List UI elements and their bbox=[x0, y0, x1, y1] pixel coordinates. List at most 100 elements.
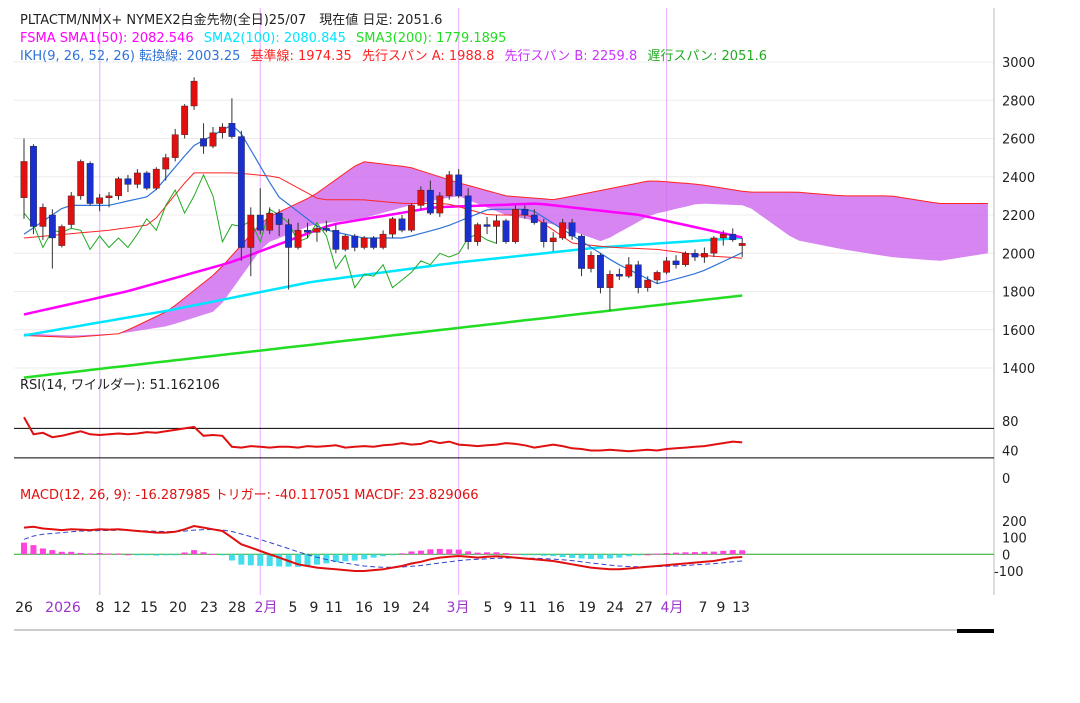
macdf-bar bbox=[540, 554, 547, 556]
macdf-bar bbox=[493, 552, 500, 555]
candle-up bbox=[294, 230, 302, 248]
x-tick-label: 2026 bbox=[45, 600, 81, 616]
x-tick-label: 27 bbox=[635, 600, 653, 616]
macdf-bar bbox=[143, 554, 150, 556]
candle-down bbox=[143, 172, 151, 189]
candle-up bbox=[162, 157, 170, 170]
candle-up bbox=[738, 243, 746, 246]
macdf-bar bbox=[673, 552, 680, 555]
candle-up bbox=[58, 226, 66, 246]
cloud-fill bbox=[24, 161, 988, 338]
candle-up bbox=[313, 228, 321, 233]
candle-up bbox=[710, 237, 718, 254]
x-tick-label: 13 bbox=[732, 600, 750, 616]
price-tick-label: 2200 bbox=[1002, 209, 1035, 224]
macdf-bar bbox=[720, 550, 727, 555]
macdf-bar bbox=[172, 554, 179, 556]
grid bbox=[14, 8, 994, 595]
x-tick-label: 11 bbox=[325, 600, 343, 616]
candle-up bbox=[105, 195, 113, 198]
macdf-bar bbox=[58, 551, 65, 555]
macd-tick-label: 100 bbox=[1002, 532, 1027, 547]
macdf-bar bbox=[691, 552, 698, 555]
ikh-kijun: 基準線: 1974.35 bbox=[251, 48, 352, 64]
macdf-bar bbox=[257, 554, 264, 566]
candle-up bbox=[247, 214, 255, 248]
price-tick-label: 1800 bbox=[1002, 286, 1035, 301]
macdf-bar bbox=[106, 553, 113, 555]
macdf-bar bbox=[436, 548, 443, 555]
chart-header-fsma: FSMA SMA1(50): 2082.546 SMA2(100): 2080.… bbox=[20, 31, 506, 46]
macdf-bar bbox=[191, 550, 198, 555]
x-tick-label: 19 bbox=[382, 600, 400, 616]
macdf-bar bbox=[238, 554, 245, 565]
macdf-bar bbox=[644, 554, 651, 556]
price-tick-label: 2800 bbox=[1002, 94, 1035, 109]
macdf-bar bbox=[313, 554, 320, 565]
candle-up bbox=[379, 233, 387, 248]
macdf-bar bbox=[588, 554, 594, 559]
x-tick-label: 11 bbox=[519, 600, 537, 616]
candle-down bbox=[502, 220, 510, 242]
fsma-sma1: FSMA SMA1(50): 2082.546 bbox=[20, 31, 194, 46]
macdf-bar bbox=[134, 554, 141, 556]
candle-up bbox=[181, 105, 189, 135]
macdf-bar bbox=[49, 550, 56, 555]
rsi-tick-label: 80 bbox=[1002, 415, 1019, 430]
x-tick-label: 8 bbox=[96, 600, 105, 616]
macdf-bar bbox=[408, 551, 415, 555]
candle-down bbox=[615, 274, 623, 277]
candle-down bbox=[530, 214, 538, 223]
candle-up bbox=[653, 272, 661, 281]
candle-up bbox=[39, 207, 47, 227]
candle-up bbox=[115, 178, 122, 197]
x-tick-label: 26 bbox=[15, 600, 33, 616]
macdf-bar bbox=[701, 551, 708, 555]
x-tick-label: 16 bbox=[547, 600, 565, 616]
x-tick-label: 7 bbox=[699, 600, 708, 616]
macdf-bar bbox=[474, 552, 481, 555]
macdf-bar bbox=[502, 553, 509, 555]
candle-up bbox=[77, 161, 85, 197]
x-tick-label: 4月 bbox=[661, 600, 684, 616]
sma1-line bbox=[23, 202, 743, 316]
candle-up bbox=[133, 172, 141, 185]
macd-tick-label: 200 bbox=[1002, 515, 1027, 530]
candle-down bbox=[200, 138, 207, 147]
macdf-bar bbox=[39, 548, 46, 555]
macdf-bar bbox=[380, 554, 387, 557]
macdf-bar bbox=[465, 551, 472, 555]
macdf-bar bbox=[606, 554, 613, 559]
macdf-bar bbox=[427, 549, 434, 555]
candle-down bbox=[483, 224, 491, 227]
macdf-bar bbox=[200, 552, 207, 555]
macdf-bar bbox=[370, 554, 377, 558]
x-tick-label: 28 bbox=[228, 600, 246, 616]
candle-up bbox=[474, 224, 481, 242]
macdf-bar bbox=[484, 552, 491, 555]
fsma-sma2: SMA2(100): 2080.845 bbox=[204, 31, 346, 46]
x-tick-label: 15 bbox=[140, 600, 158, 616]
x-tick-label: 9 bbox=[504, 600, 513, 616]
candle-down bbox=[691, 253, 699, 258]
macdf-bar bbox=[30, 545, 37, 555]
candle-down bbox=[228, 122, 236, 137]
candle-up bbox=[606, 274, 614, 288]
macdf-bar bbox=[266, 554, 273, 567]
candle-up bbox=[625, 264, 633, 277]
candle-down bbox=[634, 264, 642, 288]
candle-down bbox=[370, 237, 378, 248]
ikh-tenkan: IKH(9, 26, 52, 26) 転換線: 2003.25 bbox=[20, 48, 240, 64]
candle-down bbox=[521, 209, 529, 216]
macdf-bar bbox=[625, 554, 632, 557]
candle-down bbox=[304, 230, 311, 233]
candle-up bbox=[209, 132, 217, 147]
x-tick-label: 5 bbox=[289, 600, 298, 616]
macdf-bar bbox=[616, 554, 623, 558]
macdf-bar bbox=[682, 552, 689, 555]
macdf-bar bbox=[455, 549, 462, 555]
macdf-bar bbox=[115, 553, 122, 555]
candle-down bbox=[275, 212, 283, 225]
candle-up bbox=[20, 161, 28, 198]
